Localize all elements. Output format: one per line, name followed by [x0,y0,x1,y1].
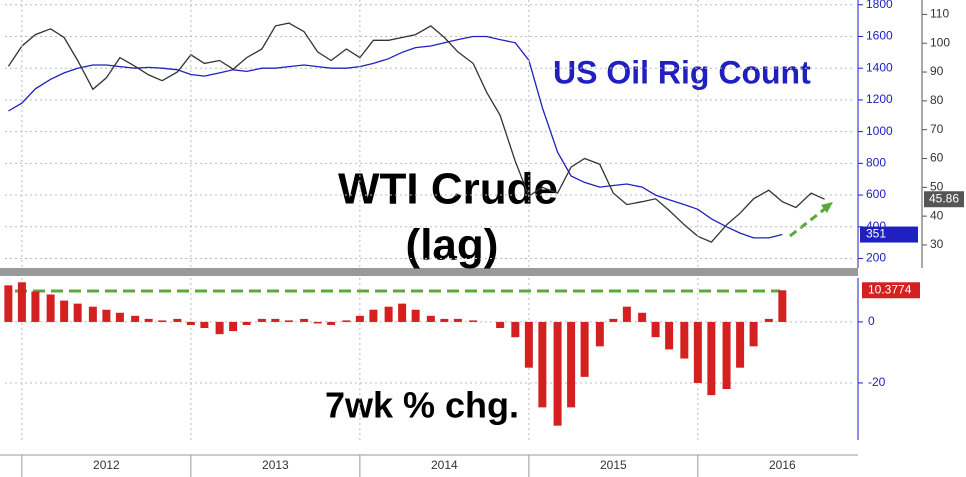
bar [411,309,420,322]
bar [622,306,631,322]
y2-tick-label: 50 [930,179,944,193]
arrow [789,206,827,238]
bar [538,321,547,408]
y2-tick-label: 60 [930,151,944,165]
bar [453,318,462,322]
bar [257,318,266,322]
bar [342,320,351,322]
bar [271,318,280,322]
bar [680,321,689,359]
x-tick-label: 2016 [769,458,796,472]
y-tick-label: 1000 [866,124,893,138]
last-value-label: 10.3774 [868,282,912,296]
bar [764,318,773,322]
bar [200,321,209,329]
x-tick-label: 2012 [93,458,120,472]
bar [595,321,604,347]
panel-separator [0,268,858,276]
y-tick-label: 600 [866,187,886,201]
bar [707,321,716,396]
y-tick-label: 200 [866,251,886,265]
bar [31,291,40,322]
bar [229,321,238,332]
bar [693,321,702,383]
bar [426,315,435,322]
bar [173,318,182,322]
bar [398,303,407,322]
y2-tick-label: 110 [930,7,949,21]
bar [102,309,111,322]
bar [355,315,364,322]
bar [496,321,505,329]
y2-tick-label: 90 [930,64,944,78]
arrow-head [821,202,833,213]
last-value-box [862,282,920,299]
last-value-box [860,226,918,243]
panel-title: 7wk % chg. [325,385,519,426]
series-label: US Oil Rig Count [553,54,811,90]
bar [60,300,69,322]
bar [215,321,224,335]
bar [88,306,97,322]
y2-tick-label: 100 [930,35,950,49]
bar [651,321,660,338]
bar [665,321,674,350]
series-line [7,22,825,243]
bar [131,315,140,322]
bar [722,321,731,390]
y-tick-label: 1200 [866,92,893,106]
bar [736,321,745,368]
annotation: (lag) [406,221,499,270]
y2-tick-label: 30 [930,237,944,251]
y-tick-label: 0 [868,314,875,328]
last-value-box [924,191,964,208]
bar [749,321,758,347]
bar [158,320,167,322]
bar [115,312,124,322]
y-tick-label: 1400 [866,60,893,74]
x-tick-label: 2013 [262,458,289,472]
bar [327,321,336,325]
bar [384,306,393,322]
x-tick-label: 2015 [600,458,627,472]
y-tick-label: -20 [868,375,886,389]
bar [4,285,13,322]
bar [313,321,322,324]
bar [17,282,26,322]
bar [469,320,478,322]
bar [242,321,251,325]
bar [609,318,618,322]
last-value-label: 351 [866,227,886,241]
y-tick-label: 1800 [866,0,893,11]
bar [567,321,576,408]
bar [144,318,153,322]
y2-tick-label: 40 [930,208,944,222]
y2-tick-label: 70 [930,122,944,136]
bar [580,321,589,377]
bar [778,290,787,322]
y2-tick-label: 80 [930,93,944,107]
bar [73,303,82,322]
bar [524,321,533,368]
bar [46,294,55,322]
bar [511,321,520,338]
bar [300,318,309,322]
bar [369,309,378,322]
y-tick-label: 1600 [866,29,893,43]
y-tick-label: 800 [866,156,886,170]
bar [553,321,562,426]
last-value-label: 45.86 [929,191,959,205]
x-tick-label: 2014 [431,458,458,472]
series-label: WTI Crude [338,165,558,214]
bar [638,312,647,322]
bar [284,320,293,322]
bar [186,321,195,325]
bar [440,318,449,322]
